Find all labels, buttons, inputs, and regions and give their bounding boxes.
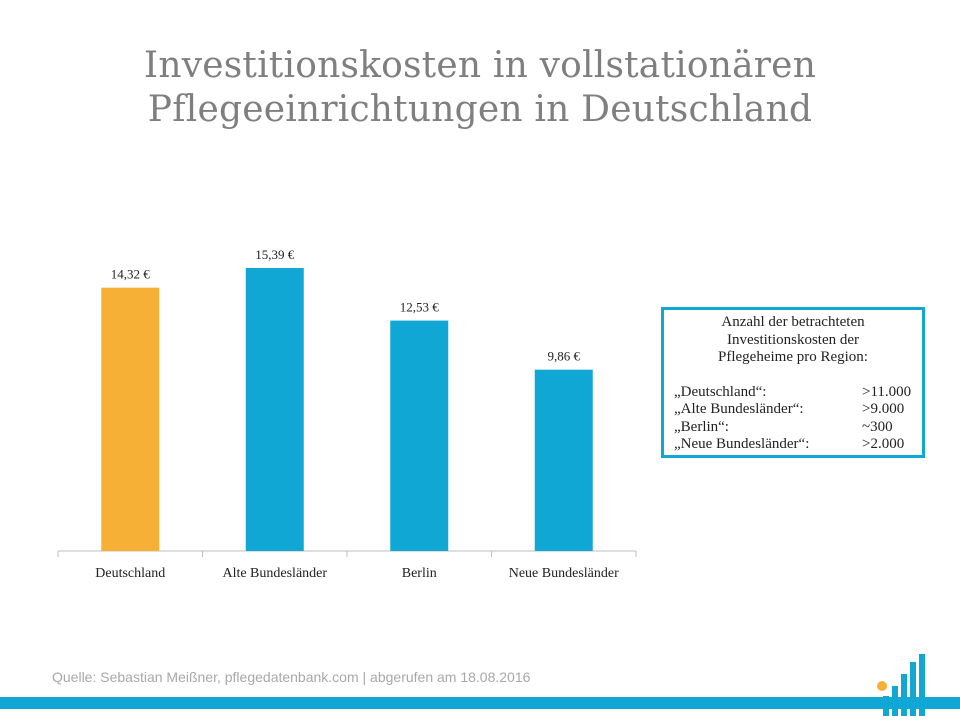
bar bbox=[390, 320, 449, 551]
bar bbox=[101, 287, 160, 551]
info-row-value: >9.000 bbox=[862, 401, 905, 417]
bar-chart: 14,32 € Deutschland 15,39 € Alte Bundesländ… bbox=[57, 247, 637, 581]
source-note: Quelle: Sebastian Meißner, pflegedatenba… bbox=[52, 669, 531, 685]
x-tick-label: Neue Bundesländer bbox=[509, 566, 619, 581]
info-row-label: „Alte Bundesländer“: bbox=[674, 401, 804, 417]
bar-value-label: 14,32 € bbox=[111, 267, 151, 282]
x-tick-label: Deutschland bbox=[95, 566, 165, 581]
bar-value-label: 9,86 € bbox=[548, 349, 581, 364]
x-tick-label: Berlin bbox=[402, 566, 437, 581]
logo-icon bbox=[877, 654, 925, 716]
info-row-deutschland: „Deutschland“: >11.000 bbox=[674, 384, 912, 402]
info-row-alte-bundeslaender: „Alte Bundesländer“: >9.000 bbox=[674, 401, 912, 419]
info-heading-line: Investitionskosten der bbox=[726, 331, 860, 348]
info-row-label: „Berlin“: bbox=[674, 418, 729, 435]
info-row-neue-bundeslaender: „Neue Bundesländer“: >2.000 bbox=[674, 436, 912, 454]
info-heading-line: Anzahl der betrachteten bbox=[721, 314, 865, 330]
chart-title-line1: Investitionskosten in vollstationären bbox=[143, 45, 817, 86]
info-row-value: >2.000 bbox=[862, 436, 905, 452]
info-heading-line: Pflegeheime pro Region: bbox=[718, 349, 868, 365]
chart-title: Investitionskosten in vollstationären Pf… bbox=[0, 44, 960, 132]
info-row-label: „Deutschland“: bbox=[674, 383, 767, 400]
info-row-value: ~300 bbox=[862, 418, 893, 435]
footer-bar bbox=[0, 697, 960, 709]
bar-value-label: 15,39 € bbox=[255, 247, 295, 262]
info-box-heading: Anzahl der betrachteten Investitionskost… bbox=[674, 314, 912, 367]
bar bbox=[534, 369, 593, 551]
info-box: Anzahl der betrachteten Investitionskost… bbox=[661, 307, 925, 458]
bar-value-label: 12,53 € bbox=[400, 300, 440, 315]
info-row-label: „Neue Bundesländer“: bbox=[674, 436, 810, 452]
chart-title-line2: Pflegeeinrichtungen in Deutschland bbox=[147, 89, 813, 130]
x-tick-label: Alte Bundesländer bbox=[222, 566, 327, 581]
info-row-berlin: „Berlin“: ~300 bbox=[674, 419, 912, 437]
bar bbox=[245, 267, 304, 551]
info-row-value: >11.000 bbox=[862, 383, 912, 400]
